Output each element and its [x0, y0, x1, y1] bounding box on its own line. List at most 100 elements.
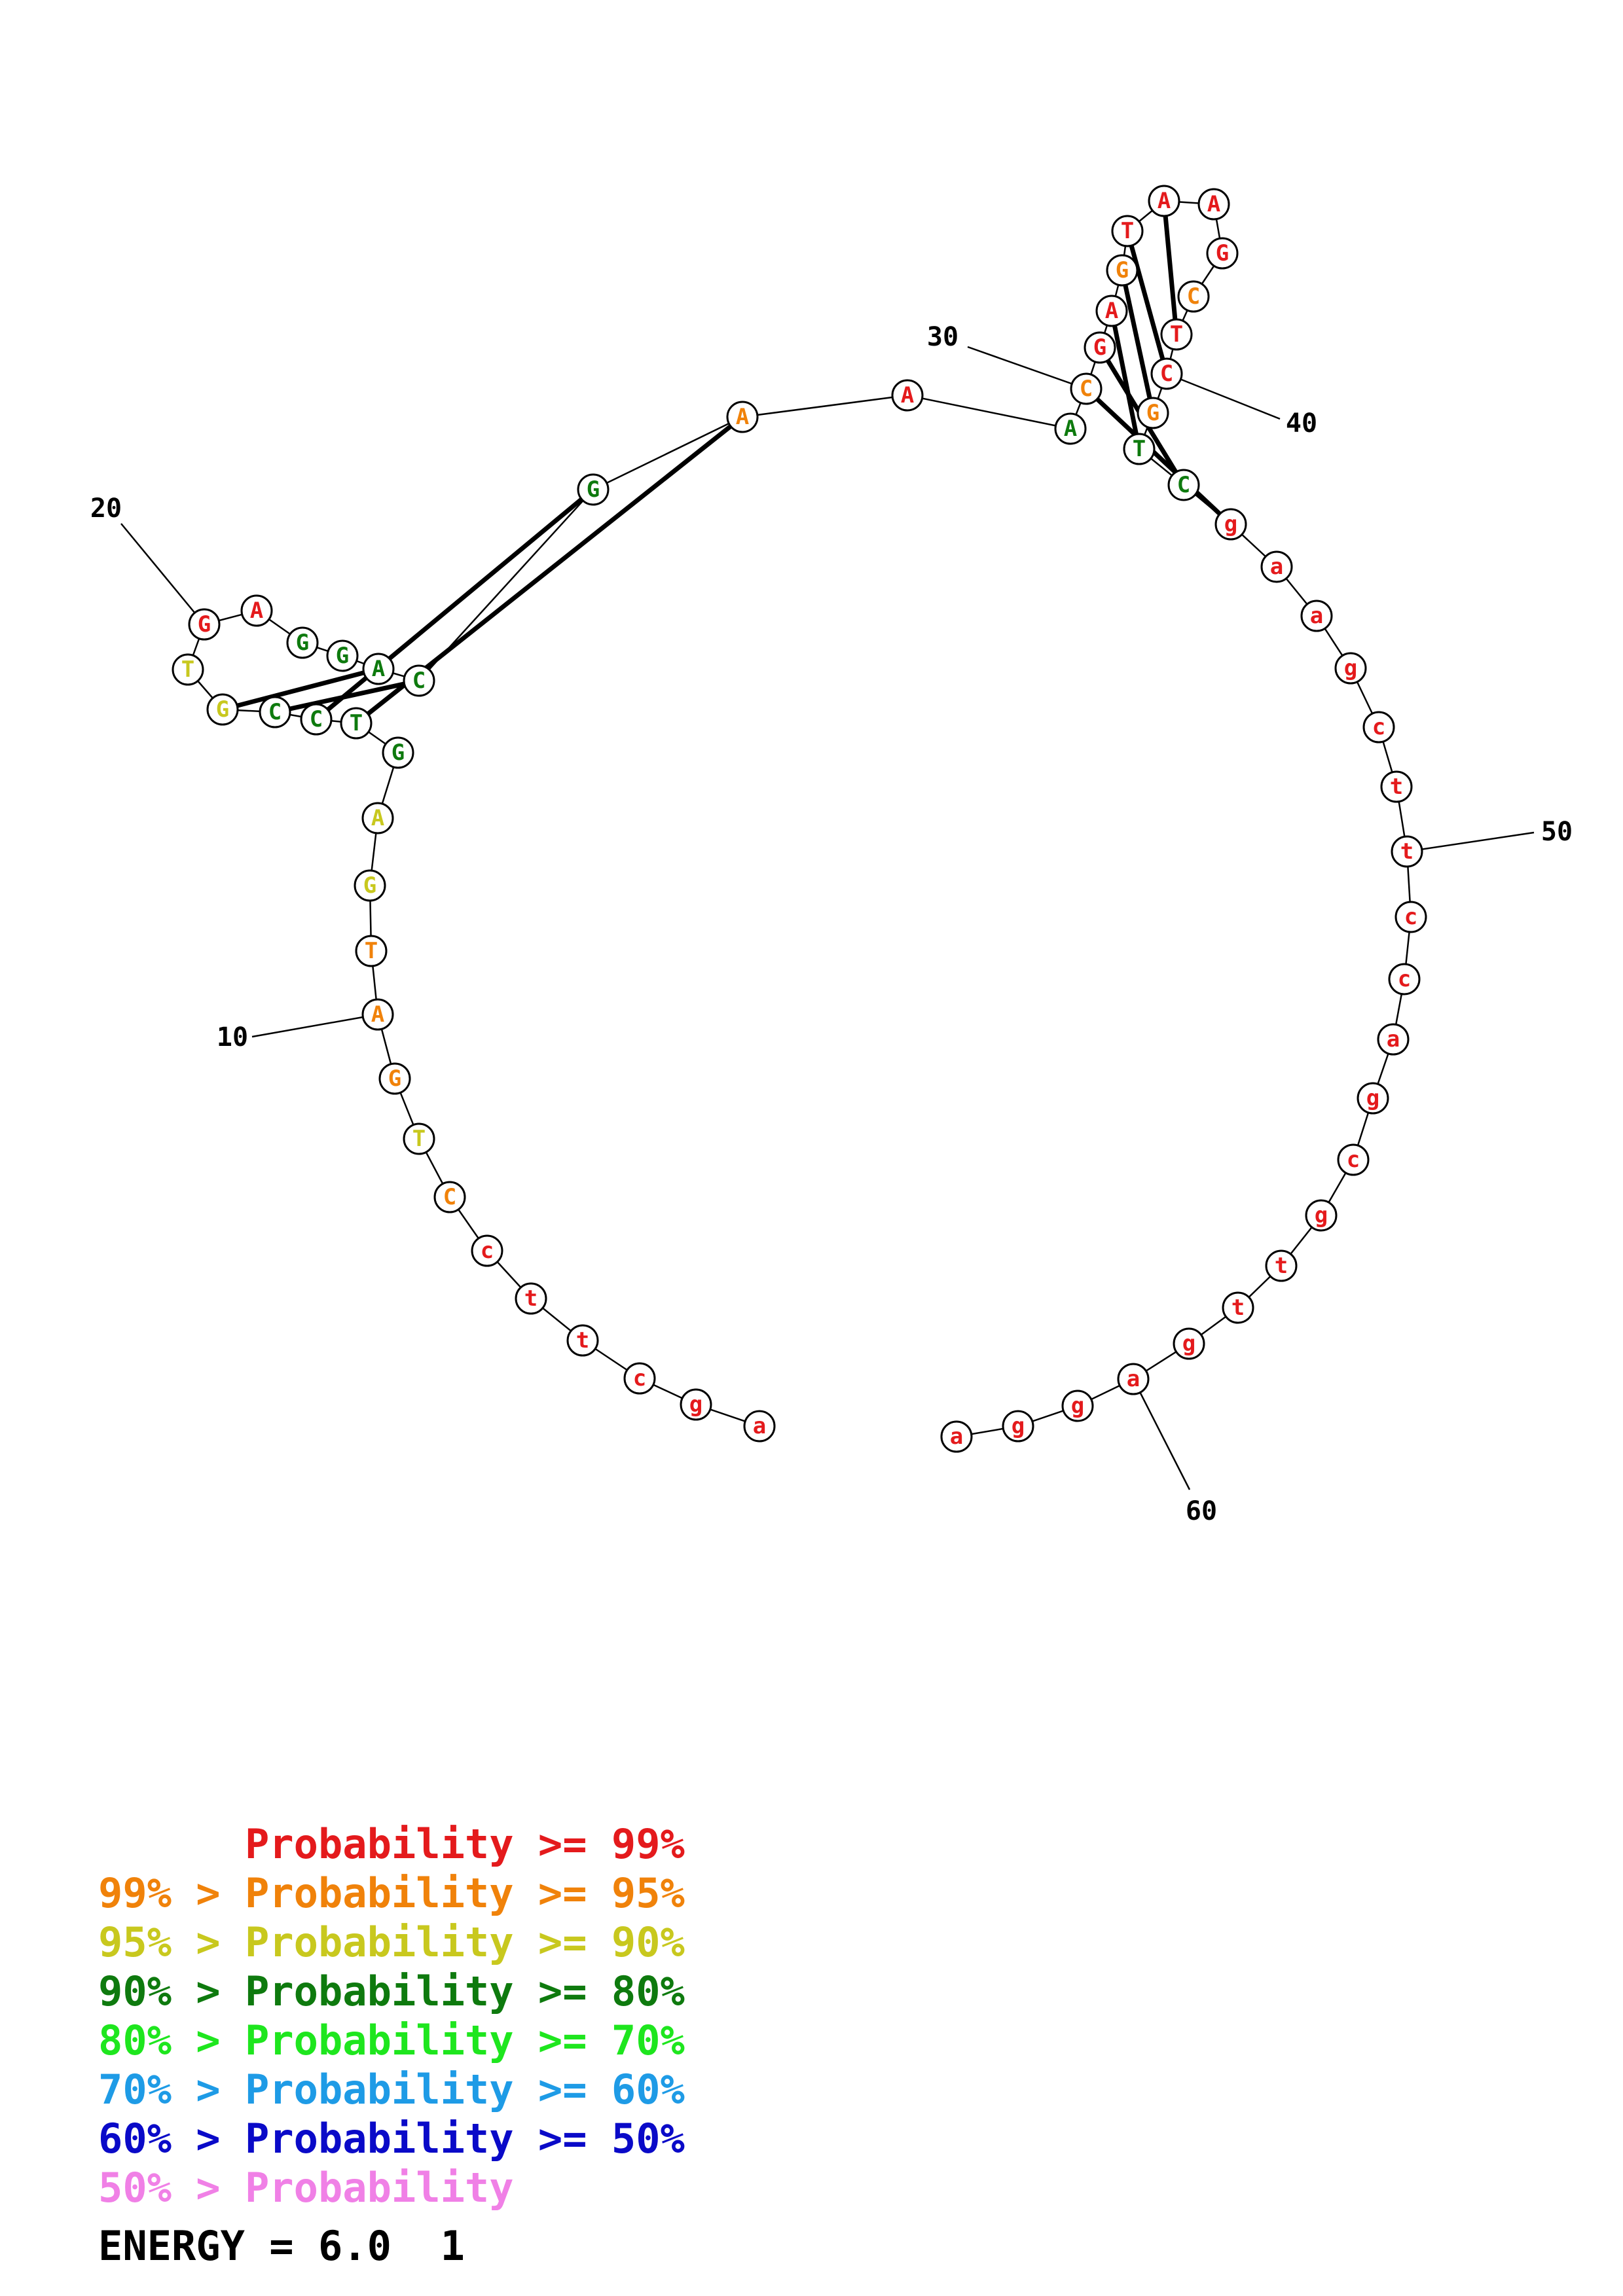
nucleotide-letter: g: [1224, 511, 1237, 537]
nucleotide-letter: A: [1064, 416, 1077, 442]
nucleotide-circle: [1061, 1390, 1094, 1422]
nucleotide-letter: a: [1270, 554, 1283, 580]
position-tick: [1132, 1378, 1191, 1490]
nucleotide: T: [340, 707, 373, 740]
nucleotide: C: [403, 664, 435, 697]
nucleotide: C: [1150, 357, 1183, 390]
base-pair-bond: [1084, 387, 1233, 526]
nucleotide-circle: [1395, 901, 1427, 933]
legend-entry: 95% > Probability >= 90%: [98, 1918, 685, 1966]
nucleotide-circle: [354, 869, 386, 902]
nucleotide-circle: [240, 594, 273, 627]
nucleotide-letter: c: [1398, 966, 1411, 992]
nucleotide-letter: A: [250, 598, 263, 624]
nucleotide-circle: [1357, 1082, 1389, 1115]
nucleotide-letter: g: [689, 1391, 702, 1418]
nucleotide: A: [361, 802, 394, 834]
nucleotide-letter: A: [371, 1001, 384, 1028]
nucleotide: G: [1137, 397, 1169, 429]
nucleotide-circle: [1265, 1249, 1298, 1282]
nucleotide-circle: [172, 653, 204, 686]
position-tick-layer: 10 20 30 40 50 60: [90, 322, 1573, 1526]
nucleotide-letter: g: [1182, 1331, 1195, 1357]
nucleotide-letter: A: [371, 805, 384, 831]
position-label: 30: [927, 322, 958, 352]
nucleotide: C: [1177, 280, 1210, 313]
nucleotide-letter: C: [1160, 361, 1173, 387]
nucleotide-circle: [1362, 711, 1395, 744]
nucleotide-letter: C: [1080, 376, 1093, 402]
nucleotide: T: [403, 1122, 435, 1155]
nucleotide-circle: [1167, 469, 1200, 501]
nucleotide-circle: [1300, 600, 1333, 632]
nucleotide-letter: T: [1133, 436, 1146, 462]
nucleotide: g: [1214, 508, 1247, 541]
nucleotide-letter: t: [1400, 838, 1413, 865]
nucleotide-letter: C: [412, 668, 426, 694]
nucleotide-letter: a: [1310, 603, 1323, 629]
position-tick: [1406, 831, 1535, 853]
nucleotide: t: [566, 1324, 599, 1357]
backbone-link: [907, 394, 1071, 430]
nucleotide: A: [891, 379, 924, 412]
nucleotide: c: [1362, 711, 1395, 744]
base-pair-bond: [1120, 270, 1156, 414]
nucleotide-circle: [403, 664, 435, 697]
legend-entry: 70% > Probability >= 60%: [98, 2066, 685, 2113]
nucleotide-letter: g: [1012, 1413, 1025, 1439]
nucleotide-circle: [362, 653, 395, 685]
nucleotide: G: [326, 639, 359, 672]
nucleotide-circle: [471, 1234, 503, 1267]
nucleotide: g: [1357, 1082, 1389, 1115]
nucleotide: G: [286, 626, 319, 659]
nucleotide-circle: [378, 1062, 411, 1095]
nucleotide-circle: [1148, 185, 1180, 217]
nucleotide-letter: C: [1177, 472, 1190, 498]
nucleotide-circle: [1391, 835, 1423, 868]
nucleotide-letter: g: [1315, 1202, 1328, 1229]
legend-entry: 90% > Probability >= 80%: [98, 1967, 685, 2015]
backbone-link: [593, 416, 743, 491]
nucleotide-letter: t: [1231, 1295, 1245, 1321]
nucleotide-letter: a: [1127, 1366, 1140, 1392]
base-pair-bond: [274, 678, 420, 715]
nucleotide-circle: [361, 802, 394, 834]
nucleotide-letter: G: [363, 872, 376, 899]
nucleotide-letter: c: [1404, 904, 1417, 930]
nucleotide: A: [362, 653, 395, 685]
nucleotide: C: [259, 696, 291, 728]
nucleotide: T: [1111, 215, 1144, 247]
nucleotide-circle: [1305, 1199, 1338, 1232]
nucleotide-circle: [515, 1282, 547, 1315]
nucleotide-letter: t: [1275, 1253, 1288, 1279]
nucleotide: c: [1388, 963, 1421, 996]
nucleotide: C: [300, 703, 333, 736]
nucleotide-circle: [259, 696, 291, 728]
nucleotide-letter: G: [1216, 240, 1229, 266]
nucleotide-circle: [1106, 254, 1139, 287]
nucleotide-circle: [1054, 412, 1087, 445]
nucleotide-letter: T: [350, 710, 363, 736]
nucleotide-circle: [326, 639, 359, 672]
nucleotide-circle: [1334, 652, 1367, 685]
nucleotide-letter: A: [1105, 298, 1118, 324]
nucleotide-letter: A: [1207, 191, 1220, 217]
nucleotide-letter: A: [372, 656, 385, 682]
nucleotide-letter: G: [1116, 257, 1129, 283]
legend-entry: 60% > Probability >= 50%: [98, 2115, 685, 2162]
nucleotide-circle: [1084, 331, 1116, 364]
nucleotide-circle: [940, 1420, 973, 1453]
base-pair-bond: [1161, 200, 1179, 335]
nucleotide-circle: [726, 401, 759, 433]
nucleotide-circle: [188, 608, 221, 641]
nucleotide: a: [1300, 600, 1333, 632]
nucleotide-circle: [433, 1181, 466, 1213]
nucleotide-letter: c: [633, 1365, 646, 1391]
nucleotide-letter: c: [1372, 714, 1385, 740]
nucleotide-letter: T: [1121, 218, 1134, 244]
nucleotide-letter: G: [392, 740, 405, 766]
position-label: 10: [217, 1022, 248, 1052]
position-tick: [1166, 372, 1281, 420]
nucleotide-letter: T: [365, 938, 378, 964]
nucleotide: G: [1106, 254, 1139, 287]
